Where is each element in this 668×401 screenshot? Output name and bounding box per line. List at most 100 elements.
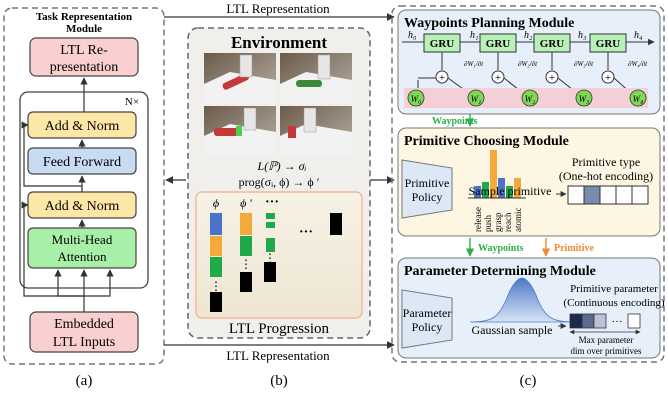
token-columns: ⋮ ⋮ ⋮ ···: [210, 213, 342, 312]
sample-primitive-label: Sample primitive: [469, 184, 552, 198]
parameter-module-title: Parameter Determining Module: [404, 264, 596, 279]
primitive-names: release push grasp reach atomic: [473, 207, 523, 232]
primitive-push: push: [483, 214, 493, 232]
plus-symbol: +: [549, 72, 555, 84]
derivative-1: ∂W₁/∂t: [464, 60, 484, 68]
gru-label: GRU: [486, 38, 511, 50]
plus-node: [435, 70, 449, 84]
plus-symbol: +: [495, 72, 501, 84]
token-vertical-ellipsis: ⋮: [210, 279, 222, 293]
middle-ellipsis: ···: [299, 225, 313, 240]
panel-c: Waypoints Planning Module h₀ h₁ h₂ h₃ h₄…: [391, 5, 665, 389]
primitive-link-label: Primitive: [554, 243, 595, 254]
waypoint-node: [629, 89, 647, 107]
primitive-grasp: grasp: [493, 212, 503, 232]
repeat-label: N×: [125, 96, 139, 108]
waypoint-nodes: W₀ W₁ W₂ W₃ W₄: [407, 89, 647, 107]
param-ellipsis: ···: [612, 316, 623, 328]
primitive-parameter-label-2: (Continuous encoding): [563, 297, 664, 309]
token: [330, 213, 342, 235]
panel-b: Environment L(ℙ) → σᵢ prog(σᵢ, ϕ) → ϕ ′ …: [187, 27, 371, 389]
caption-a: (a): [76, 373, 93, 389]
gru-label: GRU: [540, 38, 565, 50]
token-vertical-ellipsis: ⋮: [240, 257, 252, 271]
panel-a: Task Representation Module LTL Re- prese…: [3, 7, 165, 389]
labeling-equation: L(ℙ) → σᵢ: [257, 159, 307, 173]
param-cell: [581, 313, 595, 329]
gru-label: GRU: [596, 38, 621, 50]
prob-bar: [482, 182, 489, 198]
one-hot-cell: [631, 185, 649, 205]
ltl-representation-bottom-label: LTL Representation: [226, 348, 330, 363]
waypoint-label: W₁: [471, 94, 482, 104]
param-cell: [627, 313, 641, 329]
add-norm-top-label: Add & Norm: [45, 119, 120, 134]
primitive-reach: reach: [503, 212, 513, 232]
prob-bar: [506, 186, 513, 198]
token: [266, 213, 275, 219]
primitive-type-label-2: (One-hot encoding): [559, 169, 653, 183]
waypoints-module-title: Waypoints Planning Module: [404, 16, 574, 31]
token: [210, 292, 222, 312]
embedded-inputs-label-2: LTL Inputs: [53, 335, 115, 350]
parameter-vector: ···: [569, 313, 641, 335]
prob-bar: [474, 186, 481, 198]
plus-symbol: +: [605, 72, 611, 84]
environment-title: Environment: [231, 33, 327, 52]
primitive-choosing-module: [397, 127, 661, 237]
ltl-representation-top-label: LTL Representation: [226, 1, 330, 16]
token: [240, 213, 252, 235]
parameter-policy: [401, 289, 453, 349]
hidden-state-2: h₂: [524, 30, 533, 41]
gru-cells: GRU GRU GRU GRU: [423, 33, 627, 53]
plus-node: [491, 70, 505, 84]
waypoints-output-label: Waypoints: [432, 116, 478, 127]
derivative-4: ∂W₄/∂t: [628, 60, 648, 68]
one-hot-cell: [583, 185, 601, 205]
primitive-policy: [401, 159, 453, 219]
prob-bar: [498, 178, 505, 198]
feed-forward-label: Feed Forward: [43, 155, 121, 170]
primitive-release: release: [473, 207, 483, 232]
max-dim-label-2: dim over primitives: [571, 346, 642, 356]
waypoint-node: [575, 89, 593, 107]
primitive-policy-label-2: Policy: [412, 190, 443, 204]
token: [266, 238, 275, 252]
primitive-type-label: Primitive type: [572, 155, 640, 169]
hidden-state-3: h₃: [578, 30, 587, 41]
one-hot-vector: [567, 185, 649, 205]
panel-a-title: Task Representation: [36, 11, 132, 23]
derivative-3: ∂W₃/∂t: [574, 60, 594, 68]
token: [264, 262, 276, 282]
waypoint-node: [407, 89, 425, 107]
token: [266, 222, 275, 228]
primitive-distribution: [468, 150, 526, 199]
gru-label: GRU: [430, 38, 455, 50]
ltl-progression-label: LTL Progression: [229, 321, 330, 337]
attention-label-2: Attention: [57, 249, 107, 264]
panel-a-title-2: Module: [66, 23, 102, 35]
waypoints-link-label: Waypoints: [478, 243, 524, 254]
primitive-atomic: atomic: [513, 208, 523, 233]
header-ellipsis: ···: [265, 195, 279, 210]
token: [210, 236, 222, 256]
waypoint-node: [467, 89, 485, 107]
max-dim-label: Max parameter: [579, 335, 634, 345]
gaussian-sample-label: Gaussian sample: [472, 323, 553, 337]
hidden-state-4: h₄: [634, 30, 643, 41]
primitive-module-title: Primitive Choosing Module: [404, 134, 569, 149]
parameter-policy-label: Parameter: [403, 306, 452, 320]
token: [210, 213, 222, 235]
ltl-representation-label: LTL Re-: [60, 43, 108, 58]
waypoint-label: W₀: [411, 94, 422, 104]
derivative-2: ∂W₂/∂t: [518, 60, 538, 68]
waypoint-label: W₄: [633, 94, 644, 104]
ltl-representation-block: [29, 37, 139, 77]
connectors: [164, 13, 395, 349]
one-hot-cell: [599, 185, 617, 205]
caption-c: (c): [520, 373, 537, 389]
panel-a-arrows: [21, 77, 114, 312]
gaussian-curve: [469, 277, 575, 323]
primitive-parameter-label: Primitive parameter: [570, 283, 658, 295]
